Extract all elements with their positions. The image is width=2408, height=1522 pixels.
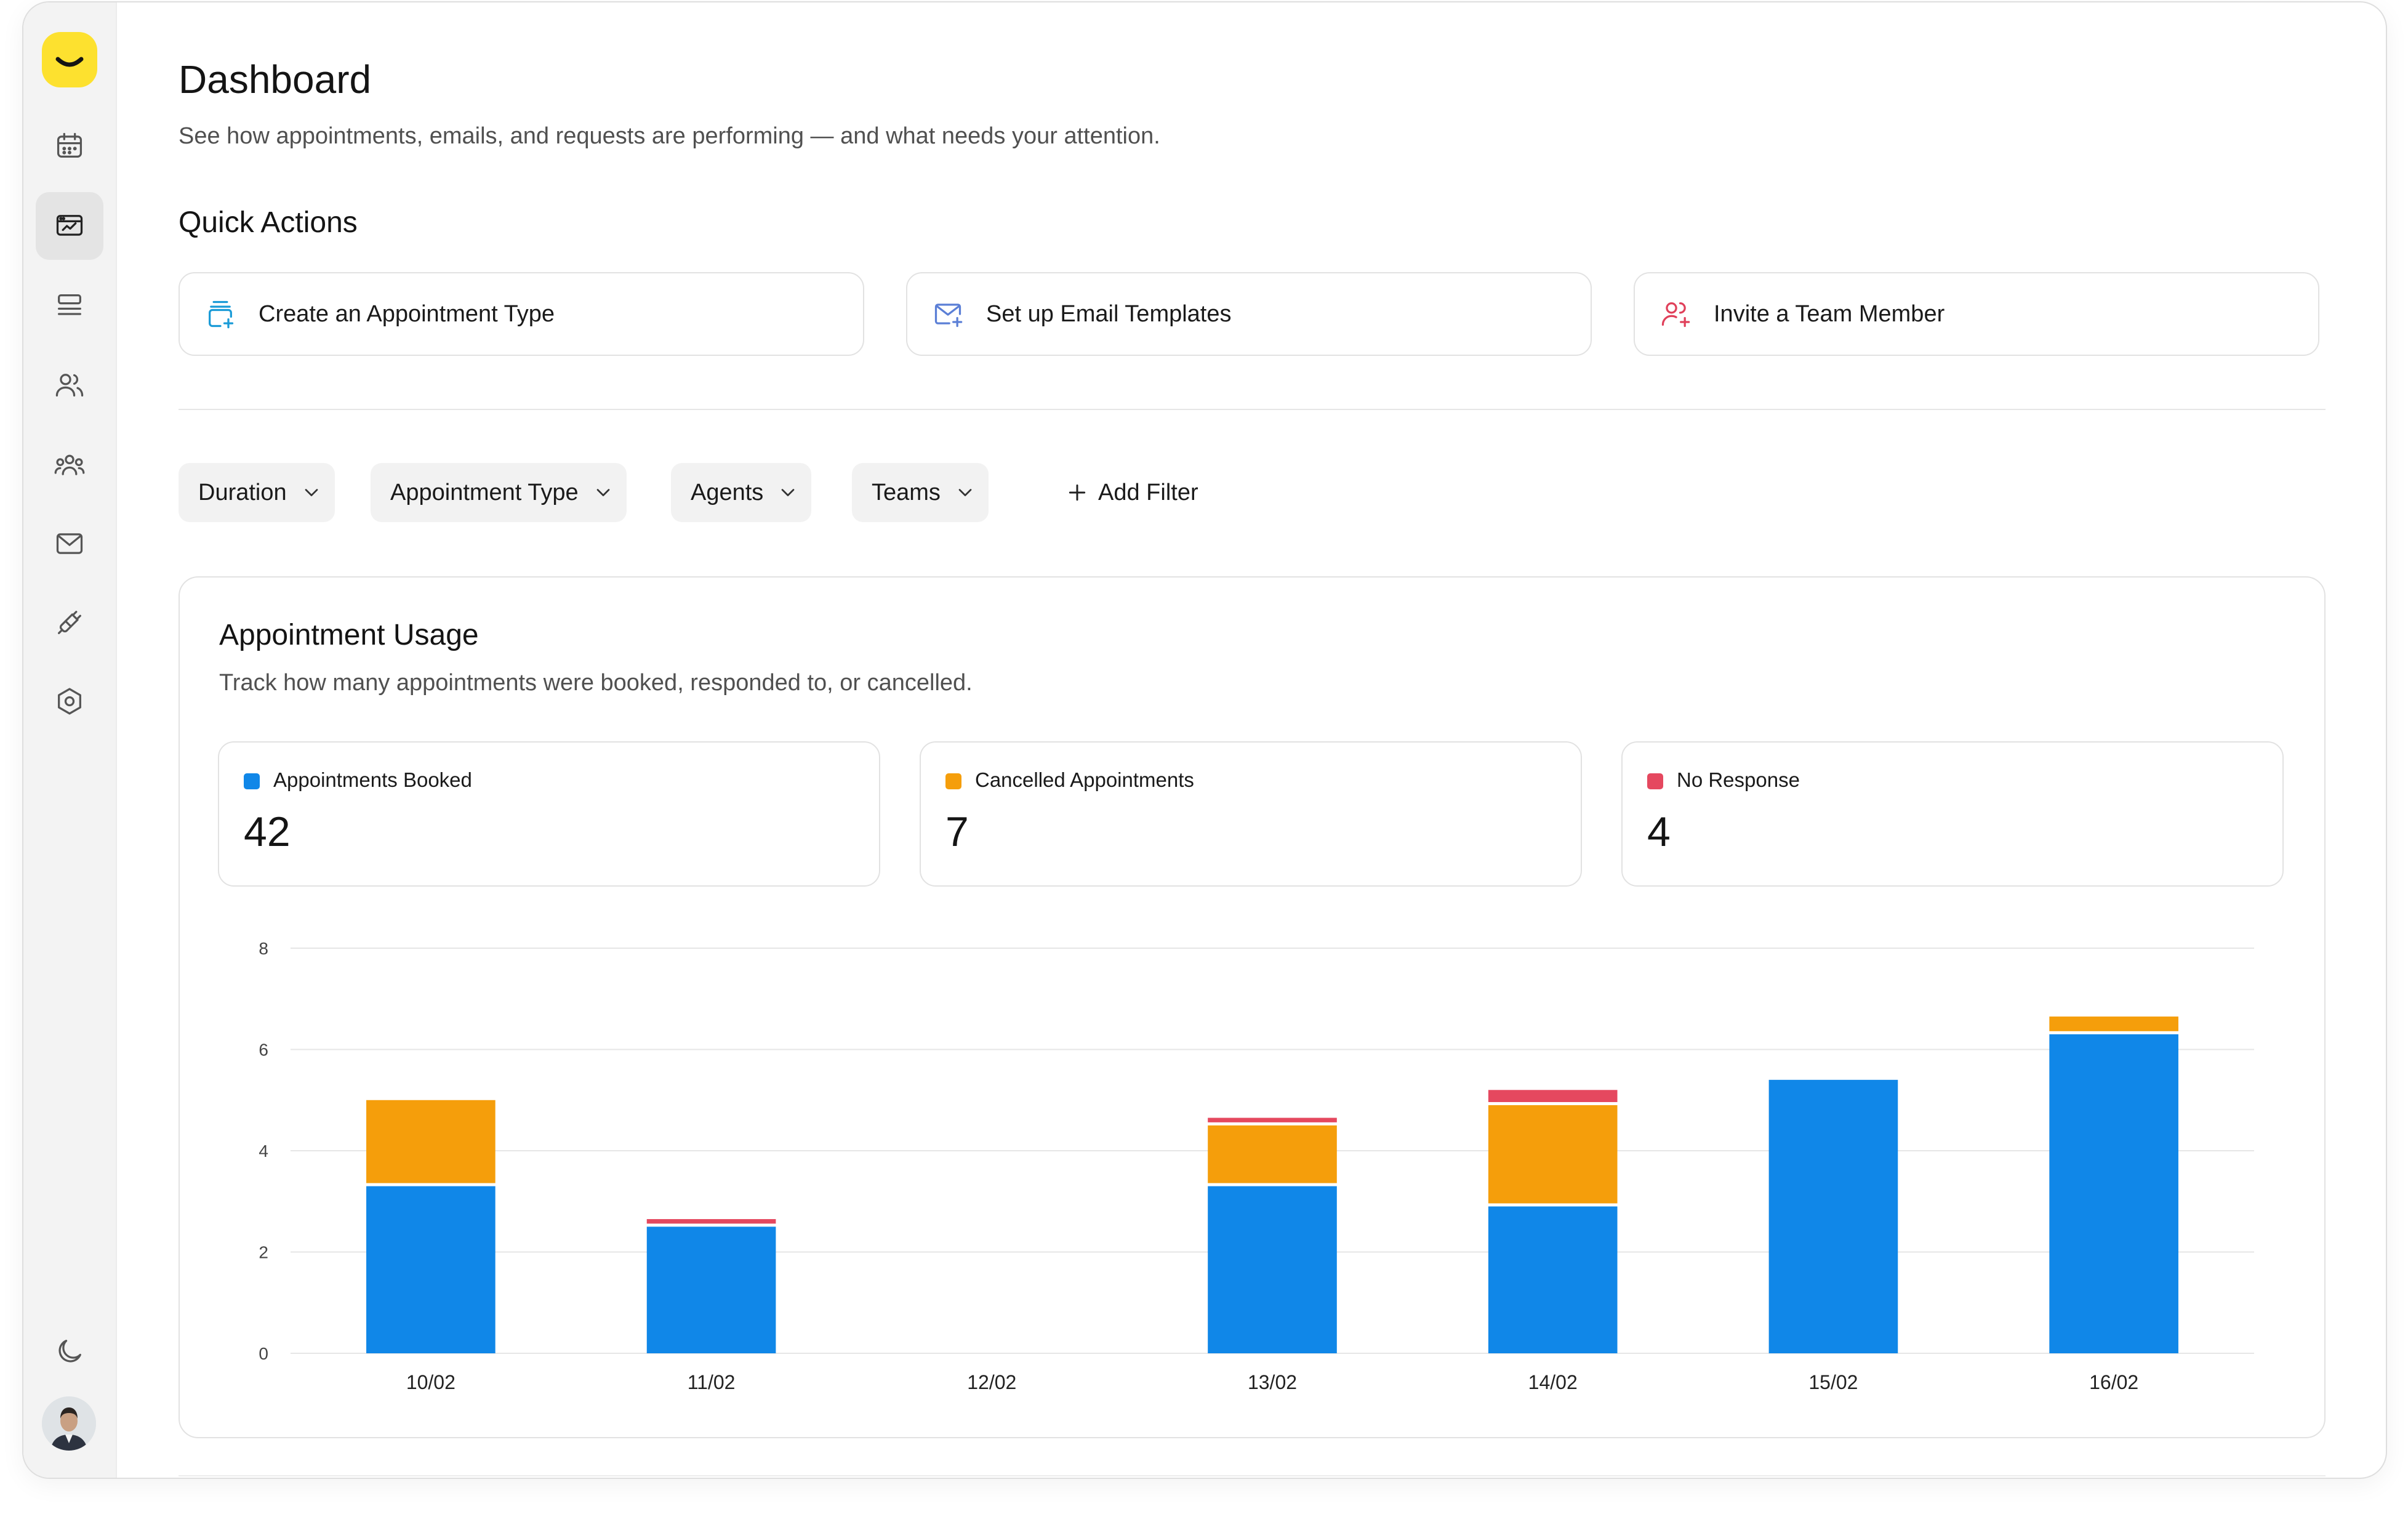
create-appointment-type-button[interactable]: Create an Appointment Type: [179, 272, 864, 356]
chevron-down-icon: [781, 489, 795, 496]
filter-label: Duration: [198, 479, 287, 505]
bar-segment: [1208, 1125, 1337, 1183]
stat-card-cancelled: Cancelled Appointments 7: [920, 741, 1582, 887]
bar-segment: [1488, 1090, 1618, 1102]
mail-add-icon: [934, 304, 963, 328]
teams-icon[interactable]: [36, 431, 103, 499]
y-tick-label: 8: [259, 939, 268, 958]
panel-subtitle: Track how many appointments were booked,…: [219, 670, 973, 696]
add-filter-label: Add Filter: [1098, 479, 1198, 505]
bar-segment: [1208, 1117, 1337, 1122]
dashboard-icon[interactable]: [36, 192, 103, 260]
mail-icon[interactable]: [36, 510, 103, 578]
settings-icon[interactable]: [36, 667, 103, 735]
calendar-icon[interactable]: [36, 112, 103, 180]
y-tick-label: 4: [259, 1142, 268, 1161]
legend-swatch: [945, 773, 961, 789]
y-tick-label: 6: [259, 1041, 268, 1060]
app-window: Dashboard See how appointments, emails, …: [22, 1, 2387, 1479]
stat-value: 4: [1647, 808, 1671, 855]
legend-swatch: [1647, 773, 1663, 789]
user-avatar[interactable]: [42, 1396, 96, 1451]
y-tick-label: 0: [259, 1344, 268, 1363]
bar-segment: [366, 1186, 496, 1353]
list-icon[interactable]: [36, 272, 103, 340]
user-add-icon: [1661, 302, 1690, 328]
smile-logo[interactable]: [42, 32, 97, 87]
chevron-down-icon: [596, 489, 609, 496]
legend-swatch: [244, 773, 260, 789]
integrations-icon[interactable]: [36, 589, 103, 656]
stat-card-booked: Appointments Booked 42: [218, 741, 880, 887]
quick-actions-title: Quick Actions: [179, 206, 358, 239]
x-tick-label: 14/02: [1528, 1371, 1578, 1393]
add-filter-button[interactable]: Add Filter: [1065, 463, 1198, 522]
bar-segment: [2049, 1017, 2178, 1031]
stat-label: Cancelled Appointments: [975, 768, 1194, 791]
sidebar: [23, 2, 117, 1478]
bar-segment: [1208, 1186, 1337, 1353]
qa-label: Set up Email Templates: [986, 300, 1232, 327]
page-title: Dashboard: [179, 57, 372, 102]
bar-segment: [646, 1219, 776, 1224]
x-tick-label: 13/02: [1248, 1371, 1297, 1393]
filter-label: Appointment Type: [390, 479, 579, 505]
stat-label: Appointments Booked: [273, 768, 472, 791]
bar-segment: [1488, 1206, 1618, 1353]
y-tick-label: 2: [259, 1243, 268, 1262]
email-templates-button[interactable]: Set up Email Templates: [906, 272, 1592, 356]
next-section-edge: [179, 1475, 2326, 1476]
qa-label: Invite a Team Member: [1714, 300, 1945, 327]
qa-label: Create an Appointment Type: [259, 300, 555, 327]
bar-segment: [366, 1100, 496, 1183]
section-divider: [179, 409, 2326, 410]
panel-title: Appointment Usage: [219, 619, 479, 651]
filter-duration[interactable]: Duration: [179, 463, 335, 522]
chevron-down-icon: [958, 489, 972, 496]
x-tick-label: 16/02: [2089, 1371, 2138, 1393]
plus-icon: [1069, 484, 1086, 501]
x-tick-label: 11/02: [688, 1371, 736, 1393]
appointment-usage-panel: Appointment Usage Track how many appoint…: [179, 576, 2326, 1438]
moon-icon[interactable]: [36, 1318, 103, 1385]
bar-segment: [646, 1226, 776, 1353]
stat-value: 42: [244, 808, 291, 855]
filter-label: Teams: [872, 479, 941, 505]
filter-agents[interactable]: Agents: [671, 463, 812, 522]
stat-value: 7: [945, 808, 969, 855]
page-subtitle: See how appointments, emails, and reques…: [179, 123, 1160, 149]
filter-appointment-type[interactable]: Appointment Type: [371, 463, 627, 522]
x-tick-label: 10/02: [406, 1371, 456, 1393]
bar-segment: [1768, 1079, 1898, 1353]
stat-card-no-response: No Response 4: [1621, 741, 2284, 887]
appointment-usage-chart: 0 2 4 6 8 10/02 11/02 12/02 13/02 14/02 15/02 16/02: [259, 939, 2254, 1393]
bar-segment: [2049, 1034, 2178, 1353]
x-tick-label: 15/02: [1808, 1371, 1858, 1393]
stat-label: No Response: [1677, 768, 1800, 791]
main-content: Dashboard See how appointments, emails, …: [179, 2, 2386, 1478]
x-tick-label: 12/02: [967, 1371, 1016, 1393]
chevron-down-icon: [305, 489, 318, 496]
filter-label: Agents: [691, 479, 764, 505]
filter-teams[interactable]: Teams: [852, 463, 989, 522]
users-icon[interactable]: [36, 351, 103, 419]
invite-team-member-button[interactable]: Invite a Team Member: [1634, 272, 2319, 356]
bar-segment: [1488, 1105, 1618, 1204]
calendar-add-icon: [209, 300, 234, 329]
